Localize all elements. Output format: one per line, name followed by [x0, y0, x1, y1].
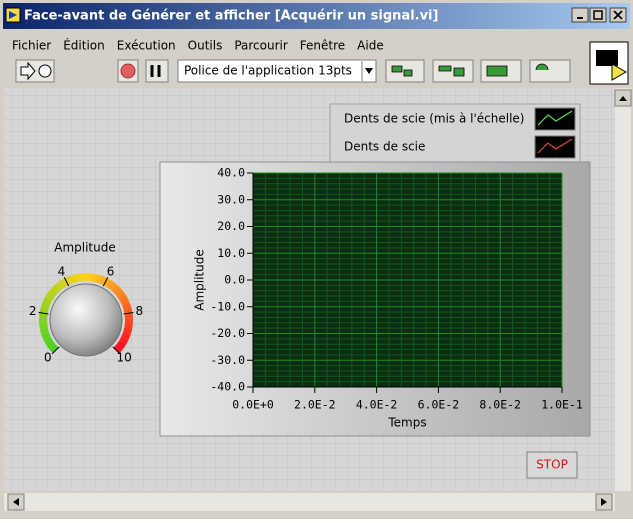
minimize-button[interactable]	[572, 8, 588, 22]
knob-scale-arc	[48, 295, 51, 299]
pause-button[interactable]	[146, 60, 168, 82]
knob-label: Amplitude	[54, 241, 116, 255]
y-tick-label: -40.0	[210, 380, 245, 394]
menu-item[interactable]: Fichier	[12, 39, 51, 53]
knob-scale-arc	[123, 338, 125, 342]
y-tick-label: 30.0	[217, 192, 245, 206]
knob-scale-arc	[110, 284, 114, 287]
y-axis-label: Amplitude	[193, 249, 207, 311]
knob-scale-arc	[47, 338, 49, 342]
knob-scale-arc	[45, 333, 47, 338]
knob-scale-arc	[45, 304, 47, 309]
window-controls[interactable]	[572, 8, 626, 22]
menu-item[interactable]: Aide	[357, 39, 384, 53]
x-tick-label: 1.0E-1	[541, 398, 583, 412]
y-tick-label: 20.0	[217, 219, 245, 233]
knob-scale-arc	[126, 304, 128, 309]
menu-bar: Fichier Édition Exécution Outils Parcourir Fe…	[12, 38, 384, 53]
menu-item[interactable]: Édition	[63, 38, 105, 53]
legend-swatch	[535, 136, 575, 158]
knob-scale-arc	[121, 295, 124, 299]
knob-scale-arc	[52, 347, 55, 351]
knob-scale-arc	[101, 280, 106, 282]
knob-tick-label: 0	[44, 351, 52, 365]
font-select-label: Police de l'application 13pts	[184, 64, 352, 78]
y-tick-label: 40.0	[217, 166, 245, 180]
knob-scale-arc	[71, 278, 76, 279]
menu-item[interactable]: Parcourir	[234, 39, 288, 53]
window-title: Face-avant de Générer et afficher [Acqué…	[24, 9, 438, 24]
knob-tick-label: 10	[117, 351, 132, 365]
knob-scale-arc	[124, 299, 126, 304]
knob-scale-arc	[106, 282, 110, 285]
legend-entry: Dents de scie	[344, 140, 425, 154]
x-axis-label: Temps	[387, 416, 426, 430]
knob-scale-arc	[44, 308, 45, 313]
maximize-button[interactable]	[590, 8, 606, 22]
x-tick-label: 6.0E-2	[418, 398, 460, 412]
knob-scale-arc	[49, 342, 52, 346]
stop-label: STOP	[536, 458, 568, 472]
knob-tick-label: 8	[136, 304, 144, 318]
horizontal-scrollbar[interactable]	[4, 493, 615, 511]
abort-icon	[121, 64, 135, 78]
knob-scale-arc	[96, 278, 101, 279]
x-tick-label: 4.0E-2	[356, 398, 398, 412]
y-tick-label: -30.0	[210, 353, 245, 367]
knob-scale-arc	[118, 291, 121, 295]
vertical-scrollbar[interactable]	[615, 88, 631, 491]
knob-scale-arc	[128, 323, 129, 328]
y-tick-label: -10.0	[210, 299, 245, 313]
knob-scale-arc	[114, 287, 118, 291]
knob-scale-arc	[91, 277, 96, 278]
x-tick-label: 0.0E+0	[232, 398, 274, 412]
knob-body[interactable]	[50, 284, 122, 356]
y-tick-label: 10.0	[217, 246, 245, 260]
menu-item[interactable]: Exécution	[117, 39, 176, 53]
knob-scale-arc	[76, 277, 81, 278]
y-tick-label: -20.0	[210, 326, 245, 340]
knob-scale-arc	[66, 280, 71, 282]
x-tick-label: 2.0E-2	[294, 398, 336, 412]
knob-scale-arc	[127, 328, 128, 333]
reorder-button[interactable]	[530, 60, 570, 82]
knob-scale-arc	[58, 284, 62, 287]
knob-scale-arc	[44, 328, 45, 333]
knob-tick-label: 2	[29, 304, 37, 318]
menu-item[interactable]: Outils	[188, 39, 223, 53]
knob-tick-label: 6	[107, 264, 115, 278]
minimize-icon	[577, 17, 583, 19]
run-continuous-icon	[39, 65, 51, 77]
x-tick-label: 8.0E-2	[479, 398, 521, 412]
knob-scale-arc	[51, 291, 54, 295]
legend-swatch	[535, 108, 575, 130]
knob-scale-arc	[127, 308, 128, 313]
knob-scale-arc	[43, 323, 44, 328]
knob-scale-arc	[54, 287, 58, 291]
legend-entry: Dents de scie (mis à l'échelle)	[344, 112, 524, 126]
knob-tick-label: 4	[58, 264, 66, 278]
vi-icon-screen	[596, 50, 618, 66]
knob-scale-arc	[46, 299, 48, 304]
menu-item[interactable]: Fenêtre	[300, 39, 345, 53]
knob-scale-arc	[120, 342, 123, 346]
knob-scale-arc	[125, 333, 127, 338]
knob-scale-arc	[62, 282, 66, 285]
y-tick-label: 0.0	[224, 273, 245, 287]
